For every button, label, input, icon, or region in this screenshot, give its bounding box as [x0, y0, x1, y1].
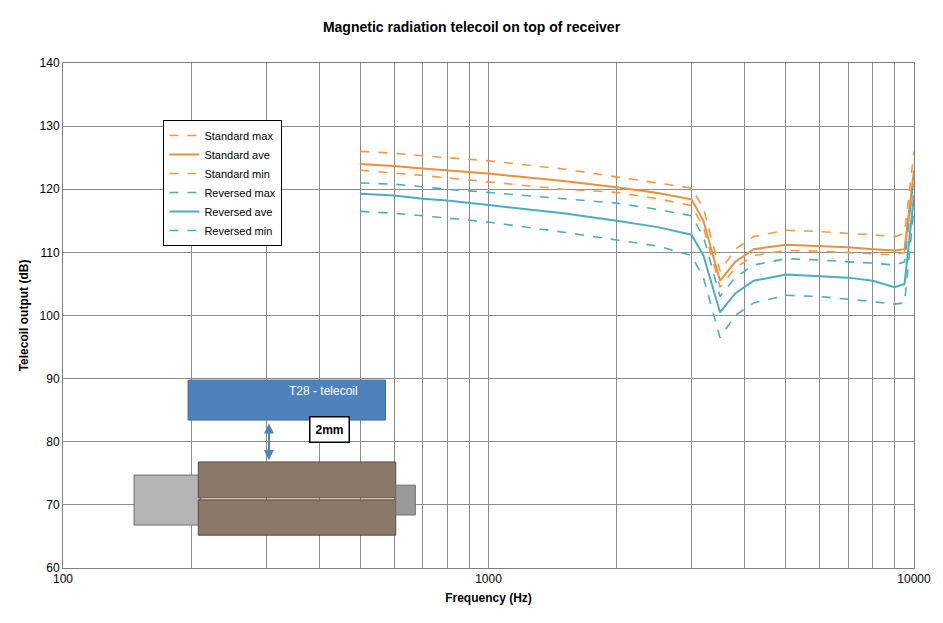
svg-text:Standard min: Standard min: [204, 168, 269, 180]
svg-text:110: 110: [40, 246, 59, 260]
svg-text:130: 130: [40, 119, 60, 133]
svg-text:Magnetic radiation telecoil on: Magnetic radiation telecoil on top of re…: [323, 19, 621, 35]
svg-text:Telecoil output (dB): Telecoil output (dB): [17, 260, 31, 372]
svg-text:Standard max: Standard max: [204, 130, 273, 142]
svg-text:120: 120: [40, 182, 60, 196]
svg-text:90: 90: [46, 372, 60, 386]
svg-text:Reversed ave: Reversed ave: [204, 206, 272, 218]
svg-text:Reversed min: Reversed min: [204, 225, 272, 237]
svg-text:10000: 10000: [897, 572, 931, 586]
svg-text:140: 140: [40, 56, 60, 70]
svg-text:T28 - telecoil: T28 - telecoil: [289, 384, 358, 398]
svg-text:1000: 1000: [475, 572, 502, 586]
svg-text:100: 100: [53, 572, 73, 586]
svg-text:Standard ave: Standard ave: [204, 149, 269, 161]
svg-text:Frequency (Hz): Frequency (Hz): [445, 591, 532, 605]
svg-text:80: 80: [46, 435, 60, 449]
svg-text:100: 100: [40, 309, 60, 323]
svg-text:Reversed max: Reversed max: [204, 187, 275, 199]
svg-text:70: 70: [46, 498, 60, 512]
svg-text:60: 60: [46, 561, 60, 575]
svg-text:2mm: 2mm: [316, 423, 344, 437]
